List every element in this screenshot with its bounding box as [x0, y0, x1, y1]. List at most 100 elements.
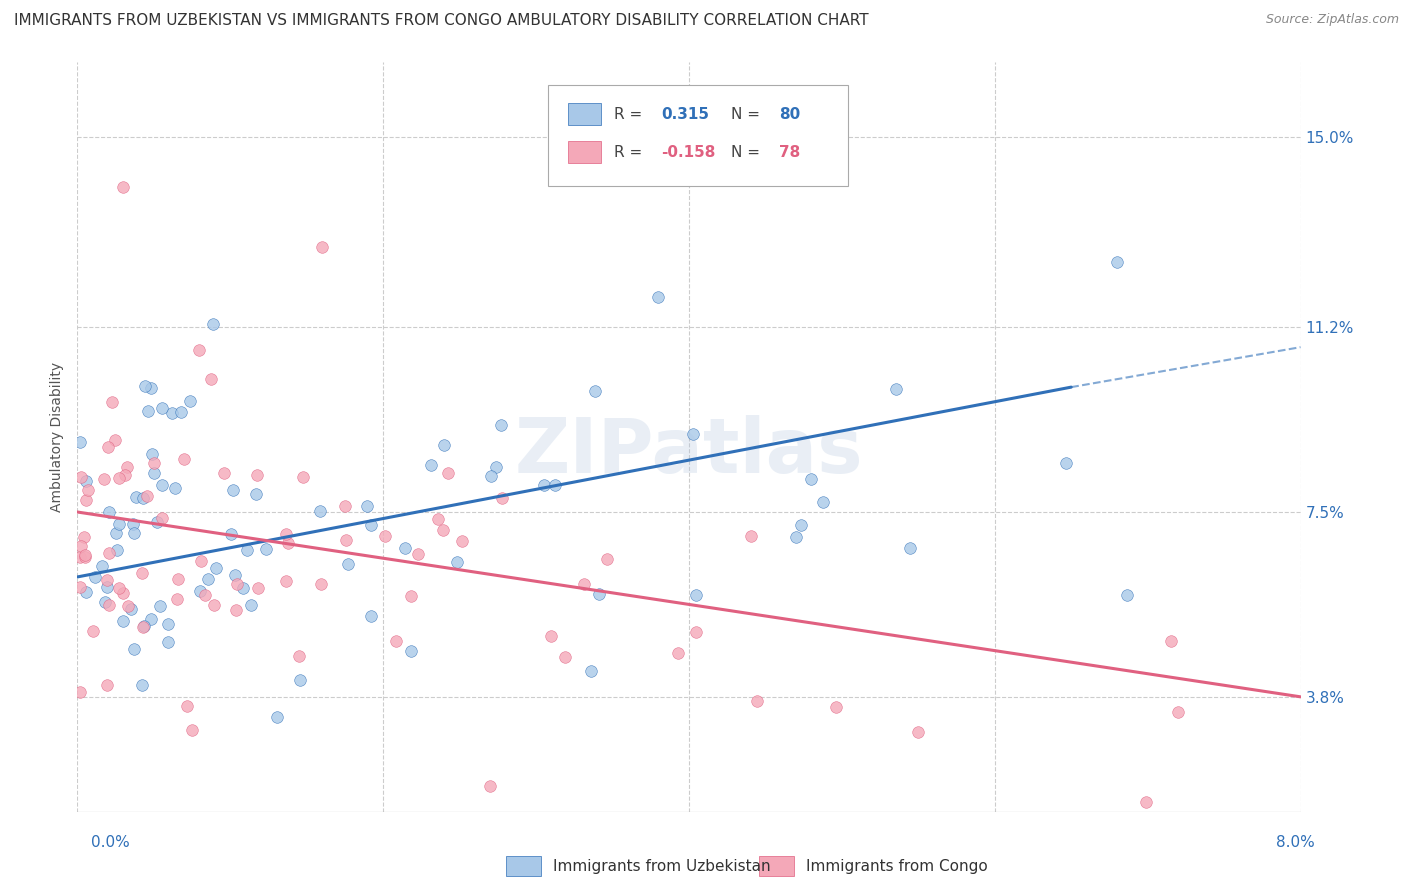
- Point: [432, 523, 454, 537]
- Point: [145, 515, 167, 529]
- Point: [96, 678, 118, 692]
- Point: [134, 379, 156, 393]
- Point: [288, 649, 311, 664]
- Point: [205, 561, 228, 575]
- Point: [69, 685, 91, 699]
- Point: [247, 581, 270, 595]
- Point: [176, 699, 198, 714]
- Point: [124, 642, 146, 657]
- Text: 0.315: 0.315: [661, 107, 709, 122]
- Point: [451, 534, 474, 549]
- Point: [170, 405, 193, 419]
- Point: [533, 478, 555, 492]
- Point: [194, 588, 217, 602]
- Point: [236, 542, 259, 557]
- Point: [824, 699, 846, 714]
- Text: Source: ZipAtlas.com: Source: ZipAtlas.com: [1265, 13, 1399, 27]
- Point: [96, 580, 118, 594]
- Point: [131, 566, 153, 580]
- Point: [356, 500, 378, 514]
- Point: [105, 542, 128, 557]
- Point: [1135, 795, 1157, 809]
- Point: [311, 240, 333, 254]
- Point: [69, 434, 91, 449]
- Point: [150, 401, 173, 415]
- Text: ZIPatlas: ZIPatlas: [515, 415, 863, 489]
- Point: [309, 576, 332, 591]
- Point: [73, 530, 96, 544]
- Point: [190, 554, 212, 568]
- Point: [132, 491, 155, 505]
- Point: [274, 574, 297, 589]
- Point: [585, 384, 607, 398]
- Text: 80: 80: [779, 107, 800, 122]
- Point: [166, 591, 188, 606]
- Y-axis label: Ambulatory Disability: Ambulatory Disability: [51, 362, 65, 512]
- Text: 78: 78: [779, 145, 800, 160]
- Point: [139, 381, 162, 395]
- Point: [309, 504, 332, 518]
- Point: [266, 710, 288, 724]
- Point: [180, 723, 202, 738]
- Point: [96, 573, 118, 587]
- Point: [139, 612, 162, 626]
- Point: [1160, 634, 1182, 648]
- Point: [485, 460, 508, 475]
- Text: R =: R =: [614, 145, 647, 160]
- Text: N =: N =: [731, 107, 765, 122]
- Point: [254, 541, 277, 556]
- Point: [399, 590, 422, 604]
- Point: [108, 471, 131, 485]
- Point: [197, 572, 219, 586]
- Point: [108, 516, 131, 531]
- Point: [90, 558, 112, 573]
- Point: [104, 433, 127, 447]
- Point: [97, 440, 120, 454]
- Point: [75, 475, 97, 489]
- Point: [120, 602, 142, 616]
- Point: [581, 664, 603, 678]
- Point: [82, 624, 104, 639]
- Point: [97, 546, 120, 560]
- Point: [93, 472, 115, 486]
- Point: [394, 541, 416, 556]
- Point: [292, 469, 315, 483]
- Point: [149, 599, 172, 613]
- Point: [134, 618, 156, 632]
- Point: [136, 404, 159, 418]
- Point: [112, 586, 135, 600]
- Point: [73, 549, 96, 564]
- Point: [160, 406, 183, 420]
- Text: R =: R =: [614, 107, 647, 122]
- Point: [76, 584, 98, 599]
- Point: [540, 629, 562, 643]
- FancyBboxPatch shape: [568, 103, 600, 126]
- Point: [374, 529, 396, 543]
- Point: [666, 646, 689, 660]
- Point: [360, 609, 382, 624]
- Point: [588, 587, 610, 601]
- Point: [491, 491, 513, 505]
- Point: [156, 634, 179, 648]
- Point: [122, 516, 145, 531]
- FancyBboxPatch shape: [548, 85, 848, 186]
- Point: [479, 469, 502, 483]
- Point: [101, 395, 124, 409]
- Point: [491, 417, 513, 432]
- Point: [112, 615, 135, 629]
- Point: [69, 549, 91, 564]
- Point: [114, 467, 136, 482]
- Point: [1054, 457, 1077, 471]
- Point: [219, 526, 242, 541]
- Point: [150, 511, 173, 525]
- Point: [884, 382, 907, 396]
- Point: [419, 458, 441, 473]
- Point: [104, 525, 127, 540]
- Point: [136, 489, 159, 503]
- Point: [554, 650, 576, 665]
- Point: [596, 551, 619, 566]
- Point: [800, 472, 823, 486]
- Point: [201, 317, 224, 331]
- Point: [156, 617, 179, 632]
- Point: [69, 539, 91, 553]
